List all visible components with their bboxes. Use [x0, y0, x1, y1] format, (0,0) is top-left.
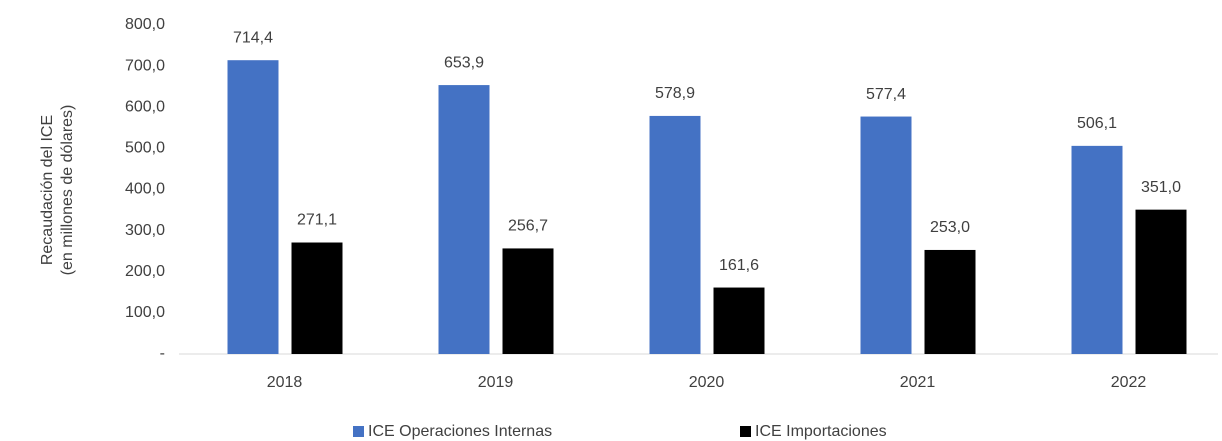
data-label: 256,7: [508, 218, 548, 235]
legend-label: ICE Operaciones Internas: [368, 423, 552, 440]
data-label: 714,4: [233, 29, 273, 46]
y-tick-label: 400,0: [125, 181, 165, 198]
data-label: 351,0: [1141, 179, 1181, 196]
legend-swatch: [740, 426, 751, 437]
y-axis-title: (en millones de dólares): [59, 105, 76, 276]
y-tick-label: 800,0: [125, 16, 165, 33]
bar: [502, 248, 554, 354]
x-tick-label: 2019: [478, 374, 514, 391]
data-label: 577,4: [866, 86, 906, 103]
x-tick-label: 2022: [1111, 374, 1147, 391]
bar: [1071, 145, 1123, 354]
y-tick-label: 500,0: [125, 140, 165, 157]
bar: [438, 85, 490, 355]
data-label: 253,0: [930, 219, 970, 236]
data-label: 506,1: [1077, 115, 1117, 132]
legend-label: ICE Importaciones: [755, 423, 887, 440]
bar: [860, 116, 912, 354]
x-tick-label: 2018: [267, 374, 303, 391]
data-label: 161,6: [719, 257, 759, 274]
data-label: 578,9: [655, 85, 695, 102]
y-tick-label: 100,0: [125, 304, 165, 321]
data-label: 271,1: [297, 212, 337, 229]
bar: [924, 249, 976, 354]
bar: [227, 60, 279, 354]
y-axis-title: Recaudación del ICE: [39, 115, 56, 265]
y-tick-label: 700,0: [125, 57, 165, 74]
x-tick-label: 2021: [900, 374, 936, 391]
legend-swatch: [353, 426, 364, 437]
bar: [1135, 209, 1187, 354]
bar: [291, 242, 343, 354]
bar: [649, 115, 701, 355]
y-tick-label: 600,0: [125, 98, 165, 115]
bar: [713, 287, 765, 354]
y-tick-label: 300,0: [125, 222, 165, 239]
data-label: 653,9: [444, 54, 484, 71]
x-tick-label: 2020: [689, 374, 725, 391]
y-tick-label: -: [160, 345, 165, 362]
y-tick-label: 200,0: [125, 263, 165, 280]
